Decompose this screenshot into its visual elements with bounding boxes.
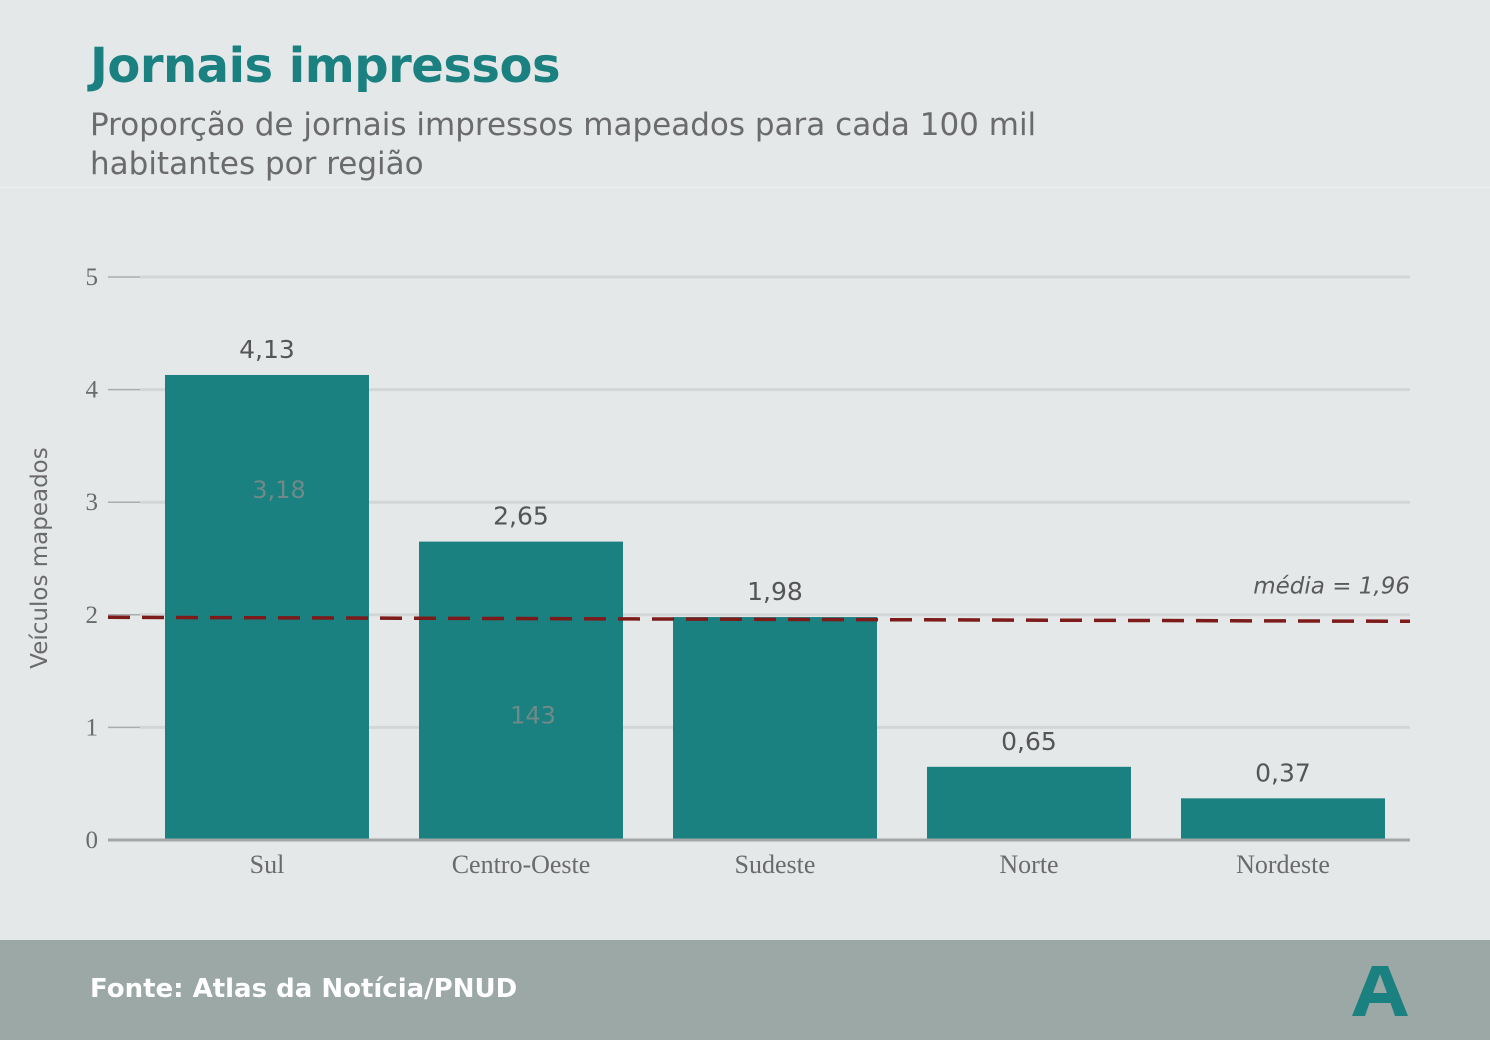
bar-value-label: 2,65	[493, 502, 549, 531]
x-tick-label: Sudeste	[735, 850, 816, 879]
bar-centro-oeste	[419, 541, 623, 840]
y-tick-label: 2	[86, 602, 99, 629]
footer: Fonte: Atlas da Notícia/PNUD	[0, 940, 1490, 1040]
y-tick-label: 3	[86, 489, 99, 516]
bar-value-label: 4,13	[239, 335, 295, 364]
bar-nordeste	[1181, 798, 1385, 840]
faint-annotation: 143	[510, 701, 556, 729]
source-note: Fonte: Atlas da Notícia/PNUD	[90, 974, 518, 1004]
bar-norte	[927, 766, 1131, 840]
average-label: média = 1,96	[1253, 573, 1410, 599]
bar-sudeste	[673, 617, 877, 840]
axes: 0 1 2 3 4 5 Sul Centro-Oeste Sudeste Norte Nordest…	[86, 264, 1410, 879]
bar-value-label: 1,98	[747, 577, 803, 606]
page-subtitle: Proporção de jornais impressos mapeados …	[90, 107, 1037, 182]
page-title: Jornais impressos	[90, 38, 561, 94]
bar-value-label: 0,37	[1255, 758, 1311, 787]
average-reference: média = 1,96	[107, 573, 1411, 624]
annotations: 3,18 143	[252, 476, 556, 729]
y-tick-label: 4	[86, 377, 99, 404]
x-tick-label: Nordeste	[1236, 850, 1330, 879]
y-tick-label: 1	[86, 714, 99, 741]
average-line	[107, 615, 1411, 624]
bar-value-label: 0,65	[1001, 727, 1057, 756]
atlas-a-logo-icon	[1352, 966, 1408, 1016]
x-tick-label: Norte	[999, 850, 1058, 879]
bar-chart: 4,13 2,65 1,98 0,65 0,37 3,18 143 0 1 2 3 4 5 Sul Ce…	[27, 264, 1411, 879]
y-tick-label: 0	[86, 827, 99, 854]
x-tick-label: Centro-Oeste	[452, 850, 591, 879]
y-tick-label: 5	[86, 264, 99, 291]
faint-annotation: 3,18	[252, 476, 305, 504]
header-divider	[0, 187, 1490, 188]
bars: 4,13 2,65 1,98 0,65 0,37	[165, 335, 1385, 840]
y-axis-label: Veículos mapeados	[27, 447, 53, 668]
x-tick-label: Sul	[250, 850, 285, 879]
bar-sul	[165, 374, 369, 840]
